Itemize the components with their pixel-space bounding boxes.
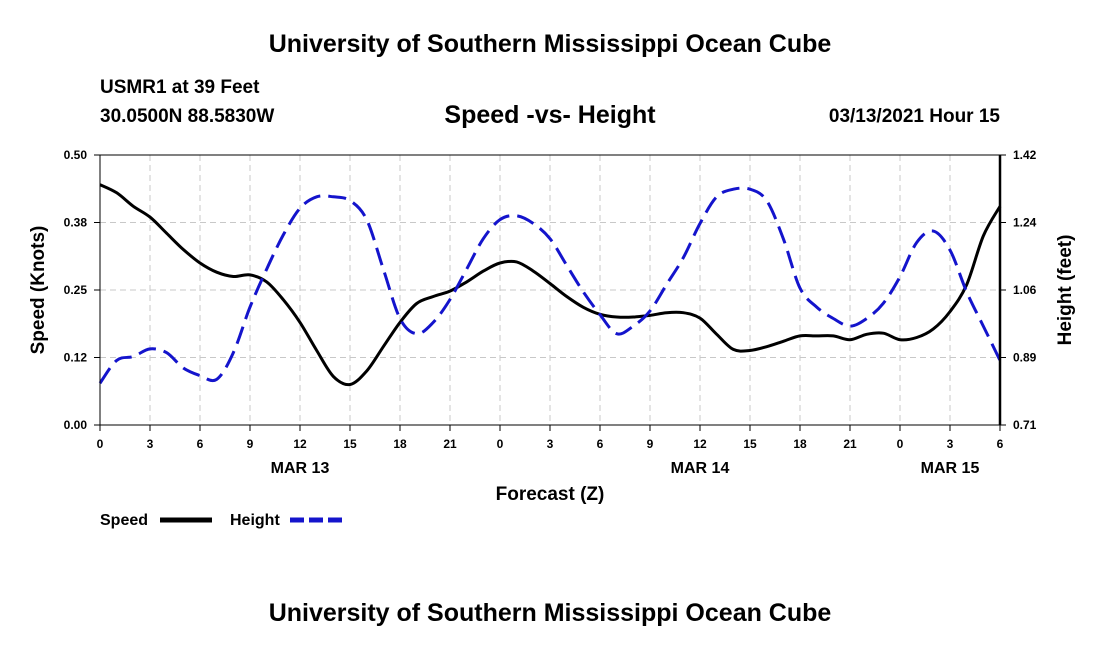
series-line-speed xyxy=(99,183,1002,387)
x-axis-label: Forecast (Z) xyxy=(496,484,605,505)
x-tick-label: 0 xyxy=(97,437,104,451)
legend-label-speed: Speed xyxy=(100,512,148,529)
x-tick-label: 0 xyxy=(497,437,504,451)
tick-labels: 0 3 6 9 12 15 18 21 0 3 6 9 12 15 18 21 0 3 6 MAR 13 MAR 14 M… xyxy=(64,148,1037,477)
y2-axis-label: Height (feet) xyxy=(1055,235,1076,346)
station-coordinates: 30.0500N 88.5830W xyxy=(100,106,275,127)
chart-title: Speed -vs- Height xyxy=(444,101,656,129)
x-tick-label: 0 xyxy=(897,437,904,451)
y-tick-label: 0.38 xyxy=(64,216,88,230)
date-label: MAR 15 xyxy=(921,460,980,477)
y-tick-label: 0.50 xyxy=(64,148,88,162)
x-tick-label: 3 xyxy=(147,437,154,451)
y2-tick-label: 1.42 xyxy=(1013,148,1037,162)
forecast-datetime: 03/13/2021 Hour 15 xyxy=(828,106,1000,127)
date-label: MAR 14 xyxy=(671,460,730,477)
y2-tick-label: 1.24 xyxy=(1013,216,1037,230)
x-tick-label: 15 xyxy=(743,437,757,451)
y2-tick-label: 0.89 xyxy=(1013,351,1037,365)
footer-title: University of Southern Mississippi Ocean… xyxy=(268,599,832,627)
legend: Speed Height xyxy=(100,512,342,529)
legend-label-height: Height xyxy=(230,512,280,529)
x-tick-label: 3 xyxy=(947,437,954,451)
y-tick-label: 0.12 xyxy=(64,351,88,365)
chart-axes xyxy=(94,154,1006,431)
y2-tick-label: 1.06 xyxy=(1013,283,1037,297)
series-lines xyxy=(98,183,1002,387)
x-tick-label: 21 xyxy=(843,437,857,451)
x-tick-label: 15 xyxy=(343,437,357,451)
x-tick-label: 3 xyxy=(547,437,554,451)
station-label: USMR1 at 39 Feet xyxy=(100,77,260,98)
series-line-height xyxy=(98,186,1002,385)
x-tick-label: 9 xyxy=(247,437,254,451)
y2-tick-label: 0.71 xyxy=(1013,418,1037,432)
x-tick-label: 12 xyxy=(693,437,707,451)
x-tick-label: 18 xyxy=(793,437,807,451)
x-tick-label: 6 xyxy=(997,437,1004,451)
y-tick-label: 0.25 xyxy=(64,283,88,297)
x-tick-label: 6 xyxy=(597,437,604,451)
x-tick-label: 18 xyxy=(393,437,407,451)
y-axis-label: Speed (Knots) xyxy=(28,226,49,355)
x-tick-label: 12 xyxy=(293,437,307,451)
date-label: MAR 13 xyxy=(271,460,330,477)
page-title: University of Southern Mississippi Ocean… xyxy=(268,30,832,58)
x-tick-label: 21 xyxy=(443,437,457,451)
grid-lines xyxy=(100,155,1000,425)
x-tick-label: 9 xyxy=(647,437,654,451)
y-tick-label: 0.00 xyxy=(64,418,88,432)
x-tick-label: 6 xyxy=(197,437,204,451)
